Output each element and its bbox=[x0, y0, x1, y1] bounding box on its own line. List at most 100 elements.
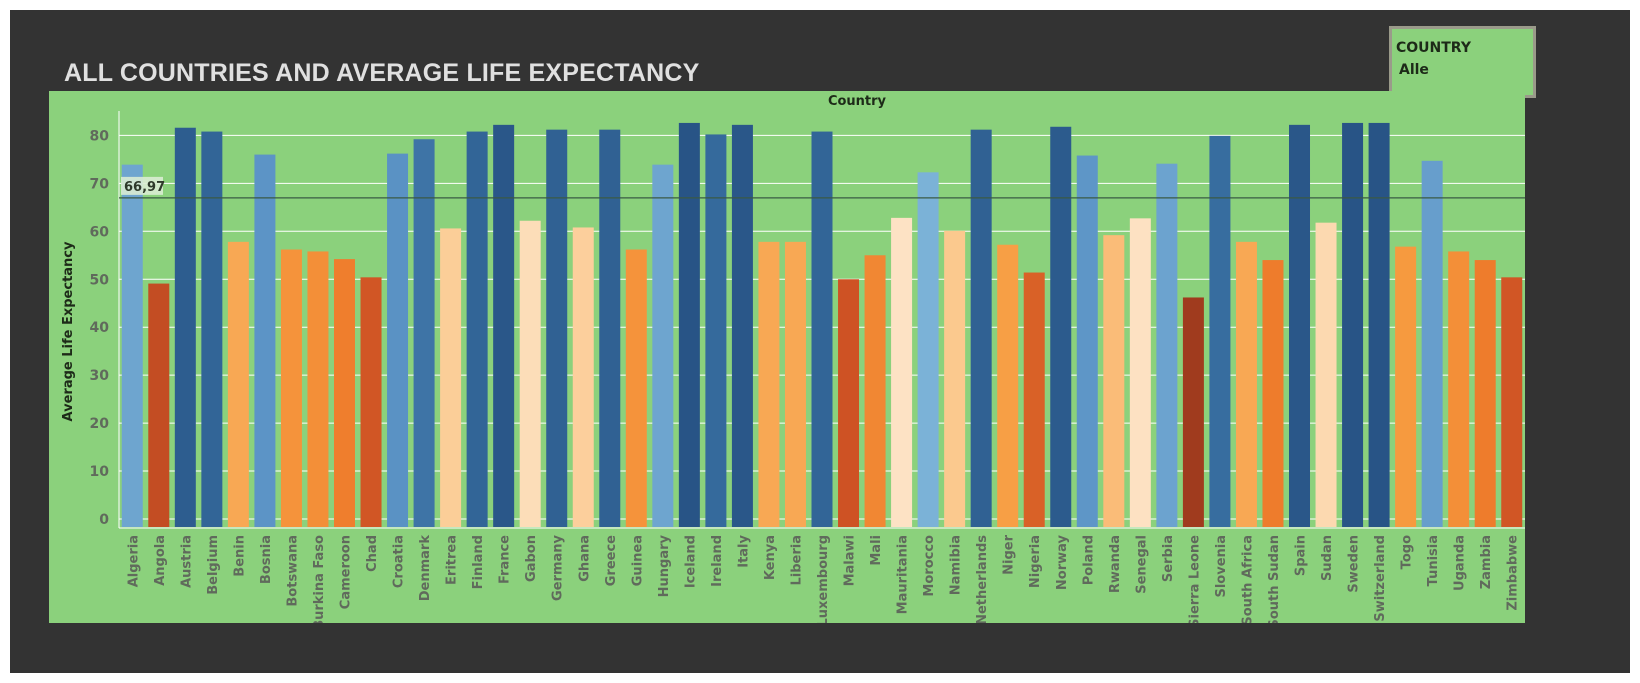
x-tick-label: Senegal bbox=[1134, 535, 1149, 594]
bar-senegal[interactable] bbox=[1129, 218, 1151, 527]
bar-tunisia[interactable] bbox=[1421, 160, 1443, 527]
x-tick-label: Germany bbox=[551, 534, 566, 600]
x-tick-label: Austria bbox=[179, 535, 194, 588]
y-tick-label: 70 bbox=[90, 176, 110, 192]
bar-greece[interactable] bbox=[599, 129, 621, 527]
y-tick-label: 10 bbox=[90, 464, 110, 480]
y-axis-label: Average Life Expectancy bbox=[61, 241, 76, 422]
bar-burkina-faso[interactable] bbox=[307, 251, 329, 527]
bar-austria[interactable] bbox=[174, 127, 196, 528]
bar-niger[interactable] bbox=[997, 244, 1019, 528]
bar-nigeria[interactable] bbox=[1023, 272, 1045, 527]
x-tick-label: Benin bbox=[232, 535, 247, 577]
bar-kenya[interactable] bbox=[758, 241, 780, 527]
bar-benin[interactable] bbox=[227, 241, 249, 527]
bar-cameroon[interactable] bbox=[333, 259, 355, 527]
bar-eritrea[interactable] bbox=[440, 228, 462, 528]
bar-chad[interactable] bbox=[360, 277, 382, 527]
bar-netherlands[interactable] bbox=[970, 129, 992, 527]
x-tick-label: Gabon bbox=[524, 535, 539, 582]
x-tick-label: Uganda bbox=[1453, 535, 1468, 591]
bar-mauritania[interactable] bbox=[891, 217, 913, 527]
x-tick-label: Switzerland bbox=[1373, 535, 1388, 622]
x-tick-label: Algeria bbox=[126, 535, 141, 587]
x-tick-label: Hungary bbox=[657, 534, 672, 597]
bar-switzerland[interactable] bbox=[1368, 122, 1390, 528]
bar-botswana[interactable] bbox=[280, 249, 302, 527]
x-tick-label: Zambia bbox=[1479, 535, 1494, 589]
x-tick-label: Botswana bbox=[285, 535, 300, 607]
bar-denmark[interactable] bbox=[413, 139, 435, 528]
bar-croatia[interactable] bbox=[387, 153, 409, 527]
x-tick-label: France bbox=[498, 535, 513, 584]
x-tick-label: Tunisia bbox=[1426, 535, 1441, 586]
bar-sierra-leone[interactable] bbox=[1182, 297, 1204, 527]
bar-gabon[interactable] bbox=[519, 220, 541, 527]
bar-spain[interactable] bbox=[1289, 124, 1311, 527]
x-tick-label: Namibia bbox=[949, 535, 964, 595]
filter-value[interactable]: Alle bbox=[1399, 62, 1429, 78]
x-tick-label: Netherlands bbox=[975, 535, 990, 623]
bar-namibia[interactable] bbox=[944, 230, 966, 527]
y-tick-label: 80 bbox=[90, 128, 110, 144]
bar-ireland[interactable] bbox=[705, 134, 727, 527]
bar-italy[interactable] bbox=[731, 124, 753, 527]
x-tick-label: Zimbabwe bbox=[1506, 535, 1521, 611]
bar-sweden[interactable] bbox=[1342, 122, 1364, 528]
bar-finland[interactable] bbox=[466, 131, 488, 527]
x-tick-label: Greece bbox=[604, 535, 619, 586]
x-tick-label: Mali bbox=[869, 535, 884, 566]
bar-malawi[interactable] bbox=[838, 279, 860, 527]
bar-algeria[interactable] bbox=[121, 164, 143, 527]
bar-zambia[interactable] bbox=[1474, 260, 1496, 527]
bar-morocco[interactable] bbox=[917, 172, 939, 527]
bar-serbia[interactable] bbox=[1156, 163, 1178, 527]
x-tick-label: Kenya bbox=[763, 535, 778, 580]
bar-liberia[interactable] bbox=[784, 241, 806, 527]
bar-rwanda[interactable] bbox=[1103, 235, 1125, 527]
x-tick-label: Finland bbox=[471, 535, 486, 589]
x-tick-label: Slovenia bbox=[1214, 535, 1229, 598]
x-tick-label: Burkina Faso bbox=[312, 535, 327, 623]
bar-hungary[interactable] bbox=[652, 164, 674, 527]
x-tick-label: South Sudan bbox=[1267, 535, 1282, 623]
x-tick-label: Nigeria bbox=[1028, 535, 1043, 588]
bar-slovenia[interactable] bbox=[1209, 135, 1231, 527]
x-tick-label: Iceland bbox=[683, 535, 698, 588]
x-tick-label: Serbia bbox=[1161, 535, 1176, 582]
x-tick-label: Morocco bbox=[922, 535, 937, 597]
reference-line-label: 66,97 bbox=[124, 180, 165, 195]
bar-ghana[interactable] bbox=[572, 227, 594, 527]
y-tick-label: 30 bbox=[90, 368, 110, 384]
bar-germany[interactable] bbox=[546, 129, 568, 527]
bar-angola[interactable] bbox=[148, 283, 170, 527]
bar-luxembourg[interactable] bbox=[811, 131, 833, 527]
x-tick-label: Liberia bbox=[789, 535, 804, 586]
bar-norway[interactable] bbox=[1050, 126, 1072, 527]
bar-south-sudan[interactable] bbox=[1262, 260, 1284, 527]
x-tick-label: Ghana bbox=[577, 535, 592, 582]
bar-iceland[interactable] bbox=[678, 122, 700, 528]
x-tick-label: Ireland bbox=[710, 535, 725, 587]
x-tick-label: South Africa bbox=[1240, 535, 1255, 623]
bar-uganda[interactable] bbox=[1448, 251, 1470, 527]
bar-belgium[interactable] bbox=[201, 131, 223, 527]
bar-zimbabwe[interactable] bbox=[1501, 277, 1523, 527]
x-tick-label: Belgium bbox=[206, 535, 221, 595]
bar-guinea[interactable] bbox=[625, 249, 647, 527]
bar-south-africa[interactable] bbox=[1235, 241, 1257, 527]
x-tick-label: Cameroon bbox=[338, 535, 353, 609]
bar-poland[interactable] bbox=[1076, 155, 1098, 527]
bar-mali[interactable] bbox=[864, 255, 886, 527]
x-tick-label: Rwanda bbox=[1108, 535, 1123, 593]
country-filter[interactable]: COUNTRY Alle bbox=[1389, 26, 1536, 98]
bar-bosnia[interactable] bbox=[254, 154, 276, 527]
y-tick-label: 20 bbox=[90, 416, 110, 432]
x-tick-label: Sierra Leone bbox=[1187, 535, 1202, 623]
x-tick-label: Togo bbox=[1400, 535, 1415, 569]
bar-sudan[interactable] bbox=[1315, 222, 1337, 528]
x-tick-label: Malawi bbox=[843, 535, 858, 586]
bar-togo[interactable] bbox=[1395, 246, 1417, 527]
bar-france[interactable] bbox=[493, 124, 515, 527]
bar-chart: Country 0 10 20 30 40 50 60 70 80 Average Life Exp… bbox=[49, 91, 1525, 623]
